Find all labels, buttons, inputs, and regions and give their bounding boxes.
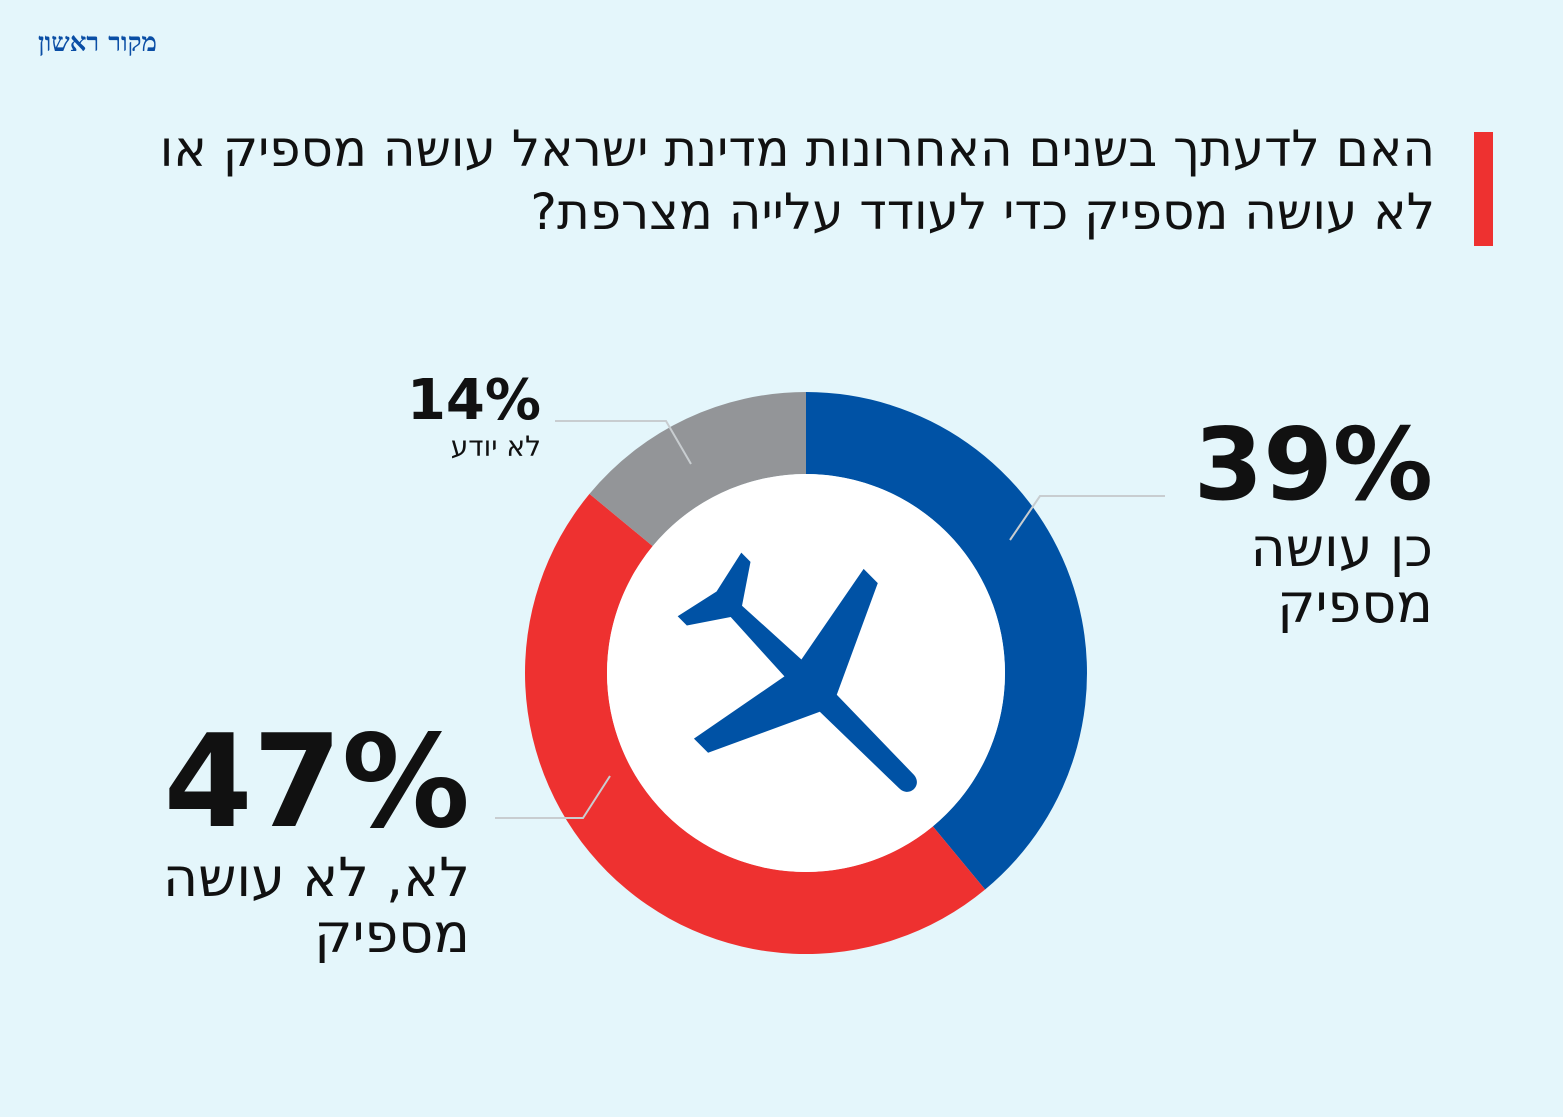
value-label-yes: 39% <box>1193 406 1433 523</box>
leader-line-dontknow <box>555 420 692 465</box>
value-label-no: 47% <box>163 708 470 857</box>
leader-line-no <box>495 775 611 819</box>
category-label-yes: כן עושה מספיק <box>1250 516 1434 635</box>
value-label-dontknow: 14% <box>406 368 541 433</box>
leader-line-yes <box>1009 495 1165 541</box>
label-yes: 39% כן עושה מספיק <box>1173 410 1433 632</box>
label-dontknow: 14% לא יודע <box>407 370 541 462</box>
slice-no <box>524 493 986 954</box>
chart-title: האם לדעתך בשנים האחרונות מדינת ישראל עוש… <box>159 120 1435 241</box>
logo: מקור ראשון <box>38 28 157 58</box>
airplane-icon <box>677 552 917 792</box>
category-label-dontknow: לא יודע <box>450 430 541 463</box>
category-label-no: לא, לא עושה מספיק <box>162 846 470 965</box>
slice-dontknow <box>589 391 806 547</box>
title-accent-bar <box>1474 132 1493 246</box>
slice-yes <box>806 392 1087 890</box>
label-no: 47% לא, לא עושה מספיק <box>90 715 470 962</box>
